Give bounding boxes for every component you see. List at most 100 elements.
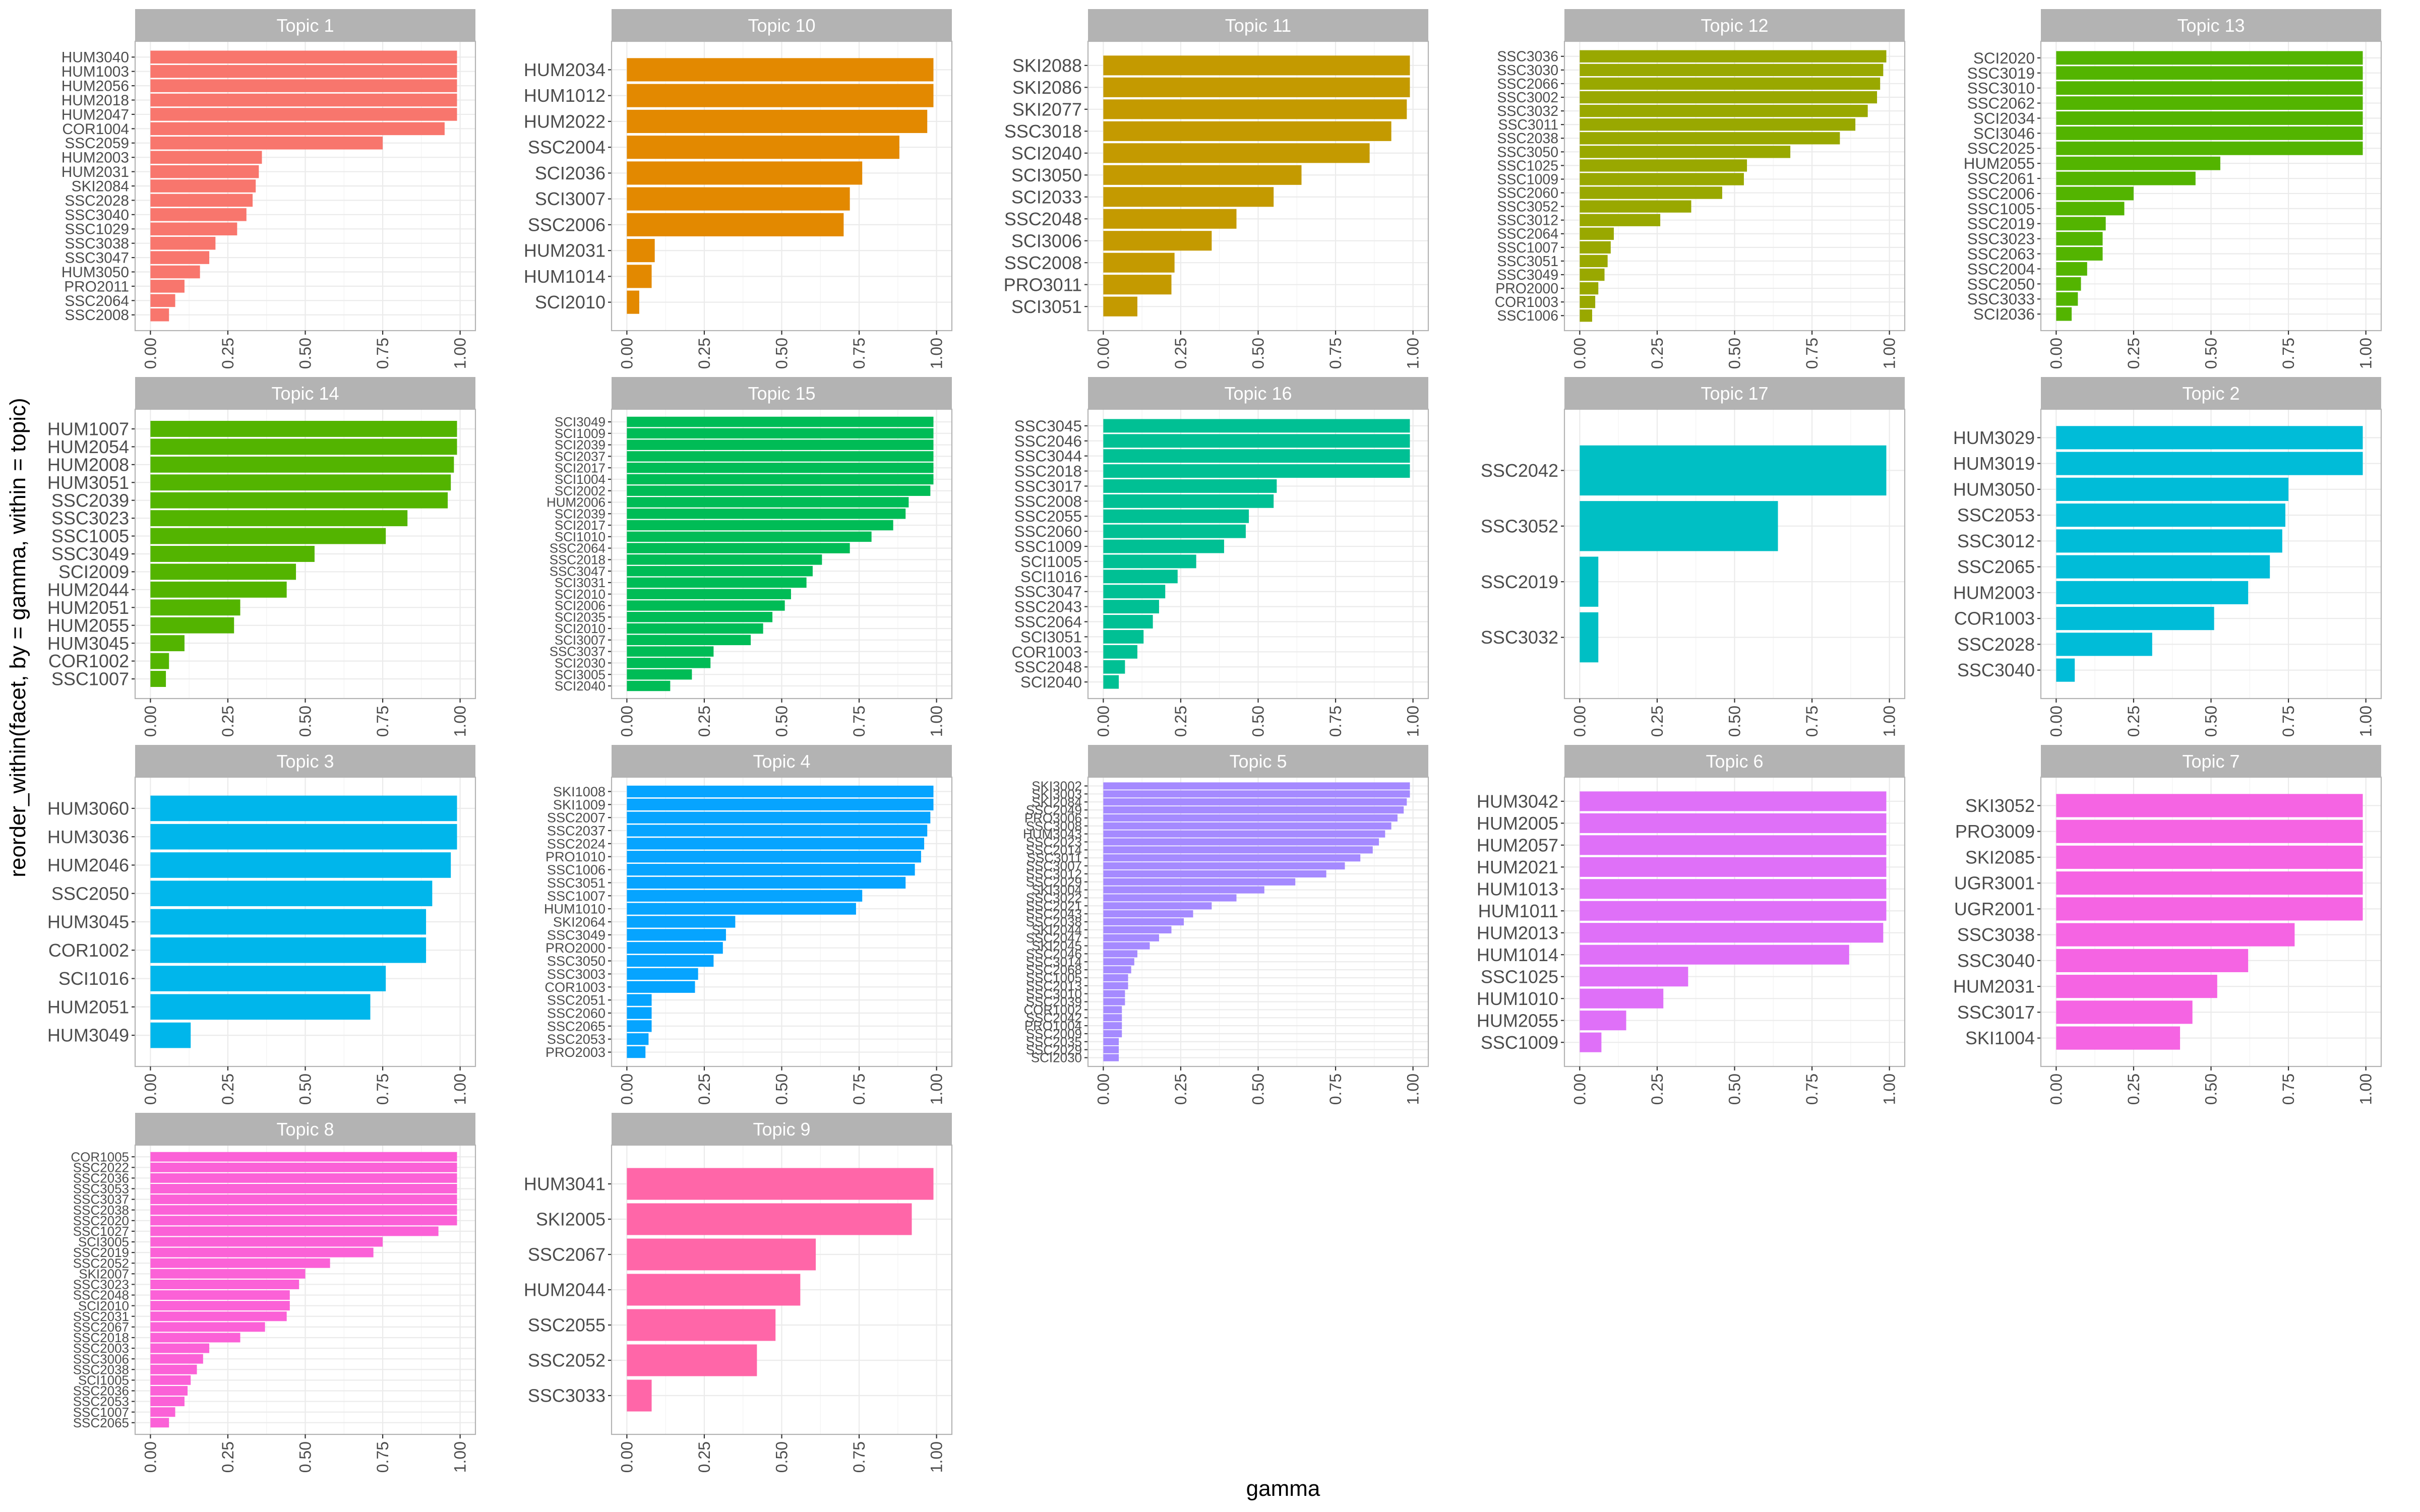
bar bbox=[1103, 790, 1410, 798]
bar bbox=[2056, 111, 2363, 125]
bar bbox=[627, 825, 928, 837]
bar bbox=[2056, 171, 2196, 185]
x-tick-label: 0.50 bbox=[773, 1074, 791, 1105]
bar bbox=[1103, 253, 1175, 273]
x-tick-label: 1.00 bbox=[1881, 338, 1899, 369]
x-tick-label: 1.00 bbox=[451, 706, 469, 737]
x-tick-label: 0.50 bbox=[1249, 338, 1267, 369]
y-tick-label: SSC2004 bbox=[528, 137, 606, 158]
facet-panel-topic-3: Topic 3 HUM3060 HUM3036 HUM2046 SSC2050 HUM30… bbox=[47, 745, 476, 1105]
x-tick-label: 0.25 bbox=[219, 706, 237, 737]
bar bbox=[150, 994, 371, 1020]
bar bbox=[627, 612, 773, 622]
bar bbox=[1580, 64, 1884, 77]
bar bbox=[1103, 570, 1178, 584]
bar bbox=[150, 1407, 175, 1417]
y-tick-label: SSC2052 bbox=[73, 1255, 129, 1271]
x-tick-label: 1.00 bbox=[2357, 706, 2375, 737]
y-tick-label: SKI2077 bbox=[1012, 99, 1082, 119]
y-tick-label: SSC3019 bbox=[1967, 65, 2035, 82]
y-tick-label: SSC2064 bbox=[550, 541, 606, 556]
bar bbox=[1103, 950, 1137, 958]
y-tick-label: SSC2028 bbox=[1957, 634, 2035, 655]
y-tick-label: HUM2056 bbox=[62, 78, 129, 95]
y-tick-label: SSC2018 bbox=[550, 552, 606, 567]
bar bbox=[150, 1375, 191, 1385]
bar bbox=[1580, 200, 1691, 213]
bar bbox=[2056, 66, 2363, 80]
y-tick-label: SCI1009 bbox=[555, 426, 606, 441]
y-tick-label: SSC2006 bbox=[1967, 185, 2035, 203]
y-tick-label: SSC2065 bbox=[73, 1415, 129, 1430]
x-tick-label: 0.75 bbox=[1326, 1074, 1345, 1105]
x-tick-label: 0.25 bbox=[695, 706, 713, 737]
bar bbox=[627, 863, 915, 876]
bar bbox=[627, 1007, 652, 1019]
bar bbox=[627, 838, 925, 850]
x-tick-label: 0.50 bbox=[296, 338, 315, 369]
bar bbox=[627, 1020, 652, 1032]
bar bbox=[2056, 794, 2363, 817]
x-tick-label: 0.25 bbox=[2125, 1074, 2143, 1105]
bar bbox=[2056, 452, 2363, 475]
x-tick-label: 0.25 bbox=[1648, 338, 1666, 369]
y-tick-label: SCI2006 bbox=[555, 598, 606, 613]
facet-strip bbox=[1564, 9, 1905, 41]
y-tick-label: HUM2013 bbox=[1477, 922, 1558, 943]
bar bbox=[1103, 918, 1184, 926]
y-tick-label: SSC2055 bbox=[528, 1315, 606, 1336]
y-tick-label: SSC2039 bbox=[1026, 994, 1082, 1010]
x-tick-label: 0.75 bbox=[1803, 1074, 1821, 1105]
bar bbox=[627, 811, 931, 824]
bar bbox=[1103, 1054, 1119, 1061]
bar bbox=[1580, 255, 1608, 268]
bar bbox=[150, 1205, 457, 1215]
x-tick-label: 1.00 bbox=[1404, 1074, 1422, 1105]
y-tick-label: SCI2010 bbox=[535, 292, 606, 312]
bar bbox=[627, 577, 807, 588]
y-tick-label: SSC3040 bbox=[1957, 950, 2035, 971]
bar bbox=[627, 903, 856, 915]
bar bbox=[150, 635, 185, 652]
y-tick-label: SCI2020 bbox=[1973, 49, 2035, 67]
y-tick-label: SKI3002 bbox=[1032, 779, 1082, 794]
bar bbox=[2056, 232, 2103, 246]
x-tick-label: 0.50 bbox=[296, 706, 315, 737]
bar bbox=[627, 1274, 801, 1306]
y-tick-label: COR1003 bbox=[1495, 294, 1558, 310]
bar bbox=[627, 84, 934, 107]
y-tick-label: SSC2013 bbox=[1026, 978, 1082, 993]
facet-panels: Topic 1HUM3040HUM1003HUM2056HUM2018HUM20… bbox=[47, 9, 2382, 1473]
bar bbox=[150, 79, 457, 92]
y-tick-label: SCI2030 bbox=[555, 655, 606, 670]
x-tick-label: 1.00 bbox=[928, 1074, 946, 1105]
facet-strip bbox=[1088, 377, 1428, 409]
x-tick-label: 1.00 bbox=[2357, 1074, 2375, 1105]
facet-title: Topic 12 bbox=[1701, 15, 1768, 36]
x-tick-label: 0.00 bbox=[1570, 1074, 1589, 1105]
bar bbox=[150, 1311, 287, 1321]
y-tick-label: PRO3011 bbox=[1004, 274, 1082, 295]
x-tick-label: 0.25 bbox=[695, 1074, 713, 1105]
y-tick-label: SSC3022 bbox=[1026, 891, 1082, 906]
x-tick-label: 0.25 bbox=[219, 338, 237, 369]
facet-strip bbox=[612, 745, 952, 777]
bar bbox=[150, 546, 315, 562]
x-tick-label: 0.75 bbox=[850, 338, 868, 369]
y-tick-label: HUM3043 bbox=[1023, 827, 1082, 842]
facet-title: Topic 3 bbox=[276, 751, 334, 772]
bar bbox=[1580, 835, 1887, 855]
bar bbox=[1580, 146, 1791, 158]
bar bbox=[1103, 854, 1361, 862]
bar bbox=[1580, 295, 1596, 308]
facet-panel-topic-6: Topic 6HUM3042HUM2005HUM2057HUM2021HUM10… bbox=[1477, 745, 1906, 1105]
bar bbox=[150, 852, 451, 878]
bar bbox=[150, 122, 445, 136]
bar bbox=[2056, 607, 2214, 631]
y-tick-label: SSC3040 bbox=[1957, 660, 2035, 680]
bar bbox=[627, 58, 934, 82]
x-tick-label: 0.75 bbox=[850, 706, 868, 737]
bar bbox=[2056, 1026, 2181, 1050]
x-tick-label: 0.75 bbox=[2279, 1074, 2297, 1105]
